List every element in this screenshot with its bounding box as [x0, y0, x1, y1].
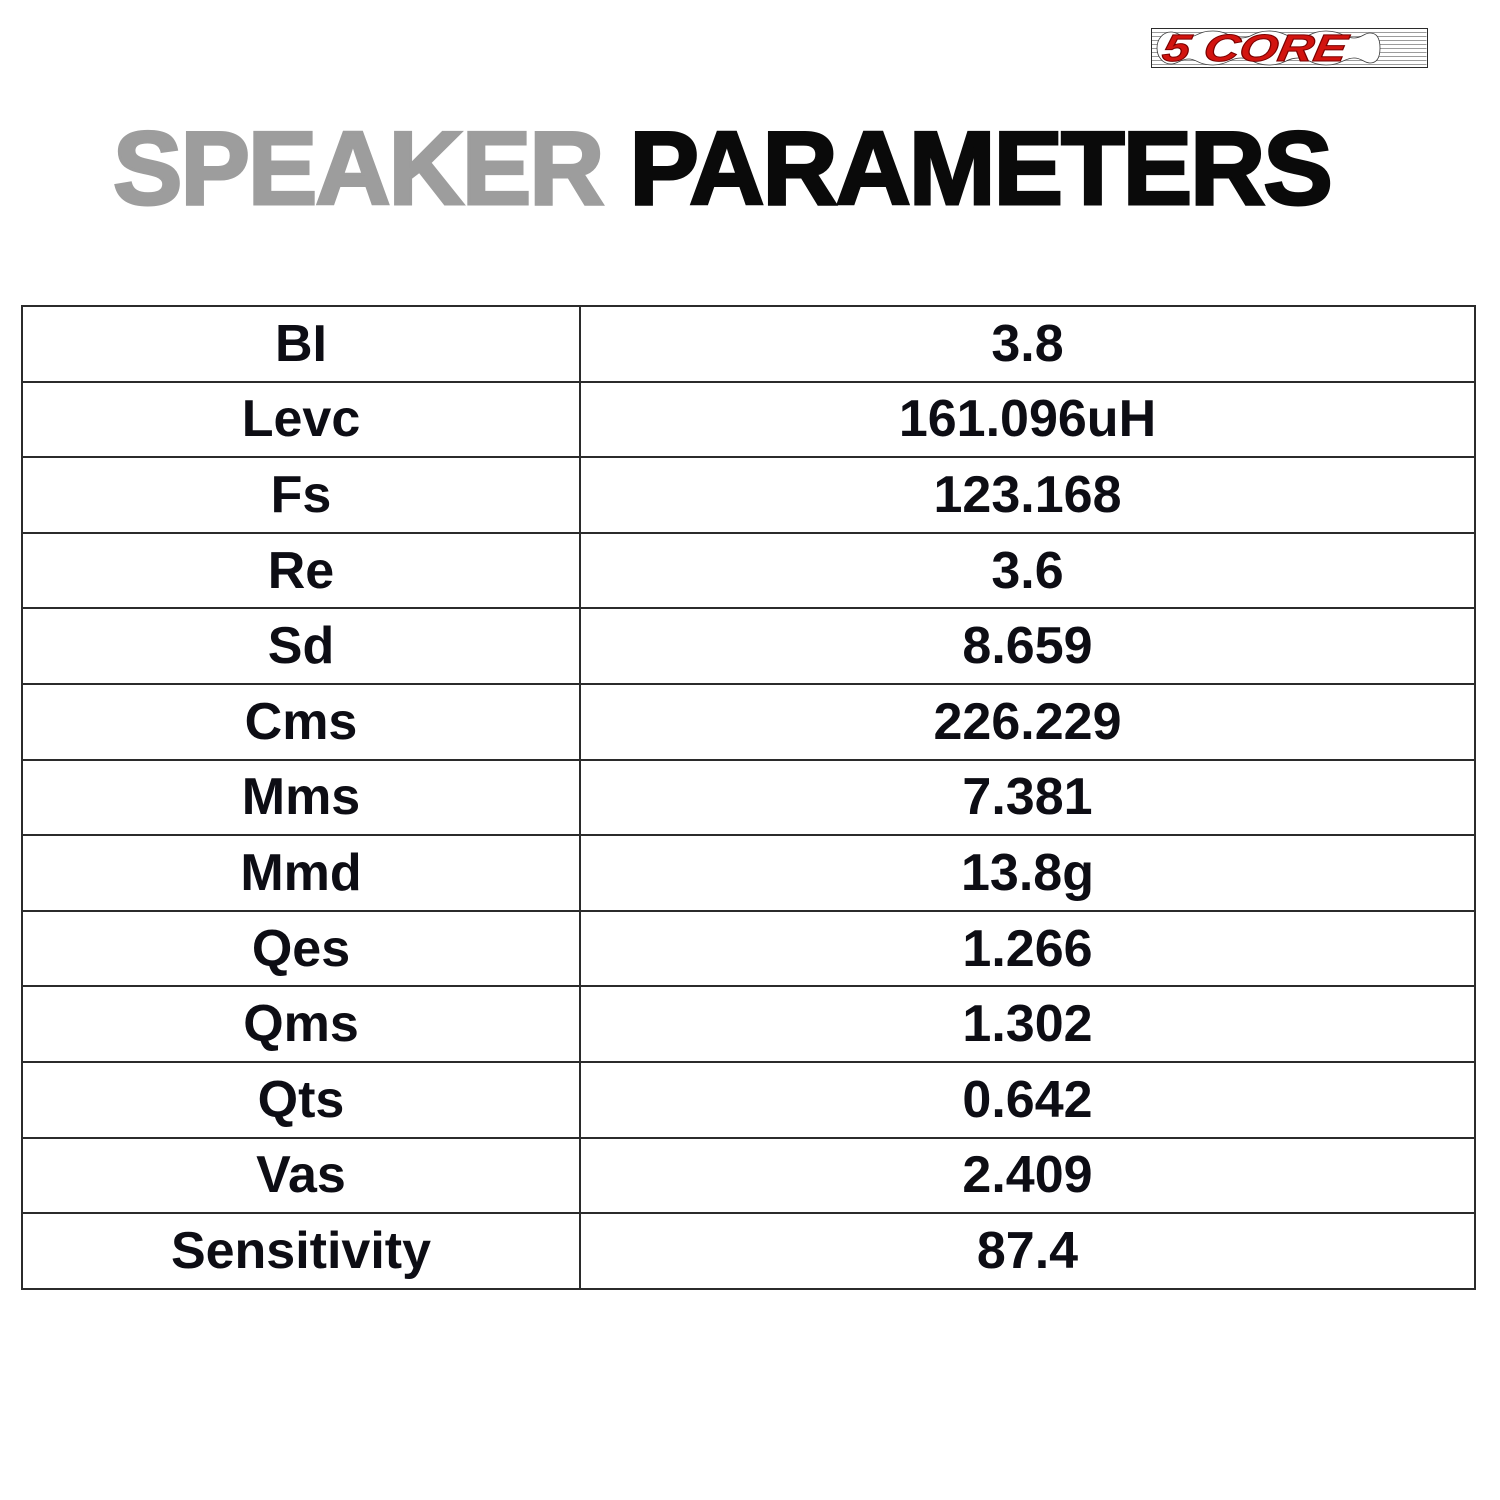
- svg-text:5 CORE: 5 CORE: [1159, 28, 1352, 68]
